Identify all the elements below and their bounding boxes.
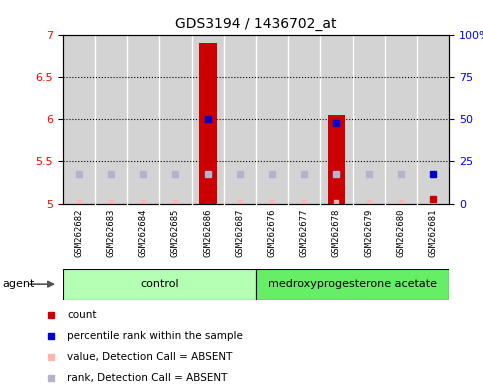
Text: GSM262686: GSM262686 bbox=[203, 209, 212, 257]
Text: GSM262679: GSM262679 bbox=[364, 209, 373, 257]
Text: GSM262678: GSM262678 bbox=[332, 209, 341, 257]
Text: GSM262687: GSM262687 bbox=[235, 209, 244, 257]
Text: GSM262681: GSM262681 bbox=[428, 209, 438, 257]
Title: GDS3194 / 1436702_at: GDS3194 / 1436702_at bbox=[175, 17, 337, 31]
Text: agent: agent bbox=[2, 279, 35, 289]
Text: value, Detection Call = ABSENT: value, Detection Call = ABSENT bbox=[68, 352, 233, 362]
Text: GSM262684: GSM262684 bbox=[139, 209, 148, 257]
Text: percentile rank within the sample: percentile rank within the sample bbox=[68, 331, 243, 341]
Bar bbox=[256, 269, 449, 300]
Text: control: control bbox=[140, 279, 179, 289]
Text: GSM262683: GSM262683 bbox=[107, 209, 115, 257]
Text: rank, Detection Call = ABSENT: rank, Detection Call = ABSENT bbox=[68, 373, 228, 383]
Text: medroxyprogesterone acetate: medroxyprogesterone acetate bbox=[268, 279, 437, 289]
Text: GSM262677: GSM262677 bbox=[300, 209, 309, 257]
Text: GSM262682: GSM262682 bbox=[74, 209, 84, 257]
Text: GSM262676: GSM262676 bbox=[268, 209, 277, 257]
Text: GSM262680: GSM262680 bbox=[397, 209, 405, 257]
Bar bbox=[63, 269, 256, 300]
Bar bbox=[327, 115, 345, 204]
Text: GSM262685: GSM262685 bbox=[171, 209, 180, 257]
Text: count: count bbox=[68, 310, 97, 320]
Bar bbox=[199, 43, 216, 204]
